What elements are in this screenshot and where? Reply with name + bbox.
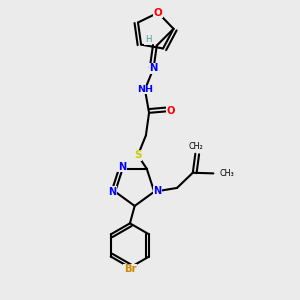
Text: N: N (153, 186, 161, 196)
Text: Br: Br (124, 264, 136, 274)
Text: S: S (134, 150, 142, 160)
Text: O: O (154, 8, 162, 18)
Text: O: O (167, 106, 176, 116)
Text: N: N (118, 161, 126, 172)
Text: N: N (109, 187, 117, 197)
Text: N: N (149, 63, 158, 73)
Text: CH₃: CH₃ (219, 169, 234, 178)
Text: CH₂: CH₂ (189, 142, 204, 151)
Text: H: H (145, 35, 151, 44)
Text: NH: NH (137, 85, 153, 94)
